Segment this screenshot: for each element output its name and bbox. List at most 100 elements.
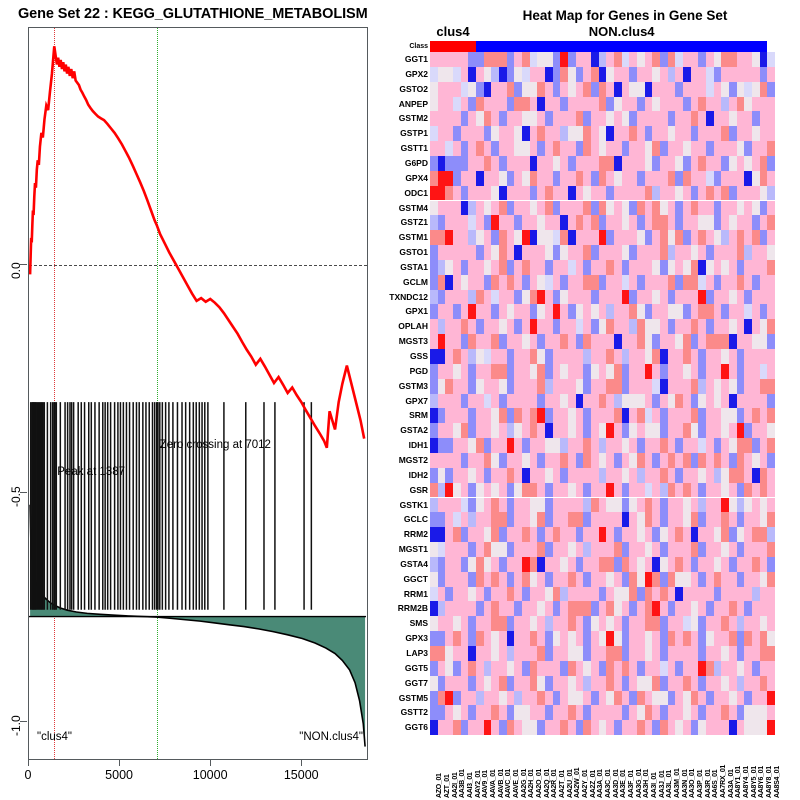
heatmap-cell xyxy=(437,482,446,498)
heatmap-cell xyxy=(690,155,699,171)
heatmap-cell xyxy=(637,349,646,364)
heatmap-cell xyxy=(729,230,738,246)
sample-label: AA8S4_01 xyxy=(773,766,781,798)
heatmap-cell xyxy=(690,467,699,483)
heatmap-cell xyxy=(621,66,630,82)
heatmap-cell xyxy=(729,467,738,483)
heatmap-cell xyxy=(568,423,577,439)
heatmap-cell xyxy=(644,378,653,394)
heatmap-cell xyxy=(468,438,477,453)
heatmap-cell xyxy=(552,705,561,721)
heatmap-cell xyxy=(514,542,523,557)
heatmap-cell xyxy=(729,616,738,632)
heatmap-cell xyxy=(552,66,561,82)
heatmap-cell xyxy=(537,141,546,156)
heatmap-cell xyxy=(683,349,692,364)
heatmap-cell xyxy=(575,81,584,97)
heatmap-cell xyxy=(583,527,592,543)
heatmap-cell xyxy=(483,423,492,439)
heatmap-row xyxy=(430,96,776,112)
heatmap-cell xyxy=(591,660,600,676)
heatmap-cell xyxy=(713,274,722,290)
heatmap-cell xyxy=(660,66,669,82)
heatmap-cell xyxy=(491,155,500,171)
heatmap-cell xyxy=(445,586,454,602)
heatmap-cell xyxy=(744,304,753,320)
sample-label: AA2Z_01 xyxy=(589,770,597,798)
heatmap-cell xyxy=(606,586,615,602)
heatmap-cell xyxy=(575,452,584,468)
heatmap-cell xyxy=(675,408,684,424)
heatmap-cell xyxy=(667,245,676,260)
heatmap-cell xyxy=(445,527,454,543)
heatmap-cell xyxy=(721,497,730,513)
heatmap-cell xyxy=(445,111,454,127)
heatmap-cell xyxy=(744,319,753,335)
heatmap-cell xyxy=(529,646,538,661)
gene-label: GCLC xyxy=(403,514,428,525)
sample-label: AAI3_01 xyxy=(466,772,474,798)
heatmap-cell xyxy=(767,512,776,528)
heatmap-cell xyxy=(568,705,577,721)
heatmap-cell xyxy=(460,408,469,424)
heatmap-cell xyxy=(698,527,707,543)
heatmap-cell xyxy=(430,452,439,468)
heatmap-cell xyxy=(621,556,630,572)
sample-label: AA2Y_01 xyxy=(581,769,589,798)
heatmap-cell xyxy=(652,690,661,706)
heatmap-cell xyxy=(767,170,776,186)
heatmap-cell xyxy=(430,690,439,706)
heatmap-cell xyxy=(606,185,615,201)
heatmap-cell xyxy=(476,452,485,468)
y-tick-mark xyxy=(20,264,27,266)
heatmap-cell xyxy=(713,334,722,349)
heatmap-cell xyxy=(537,66,546,82)
sample-label: AA3C_01 xyxy=(604,769,612,798)
heatmap-cell xyxy=(744,66,753,82)
heatmap-cell xyxy=(752,527,761,543)
heatmap-cell xyxy=(690,378,699,394)
heatmap-cell xyxy=(698,705,707,721)
heatmap-cell xyxy=(736,230,745,246)
gene-label: GSTA2 xyxy=(400,425,428,436)
heatmap-cell xyxy=(621,438,630,453)
heatmap-cell xyxy=(621,170,630,186)
heatmap-cell xyxy=(537,274,546,290)
heatmap-cell xyxy=(453,66,462,82)
heatmap-cell xyxy=(529,705,538,721)
heatmap-cell xyxy=(545,200,554,216)
heatmap-cell xyxy=(675,363,684,379)
heatmap-row xyxy=(430,527,776,543)
heatmap-cell xyxy=(522,393,531,409)
heatmap-cell xyxy=(430,66,439,82)
heatmap-cell xyxy=(675,126,684,142)
heatmap-cell xyxy=(759,423,768,439)
heatmap-cell xyxy=(637,259,646,275)
heatmap-cell xyxy=(675,185,684,201)
heatmap-cell xyxy=(667,527,676,543)
heatmap-cell xyxy=(736,631,745,646)
heatmap-cell xyxy=(514,586,523,602)
heatmap-cell xyxy=(537,185,546,201)
heatmap-cell xyxy=(744,230,753,246)
heatmap-cell xyxy=(759,319,768,335)
heatmap-cell xyxy=(468,482,477,498)
heatmap-cell xyxy=(652,215,661,231)
heatmap-cell xyxy=(667,616,676,632)
heatmap-cell xyxy=(721,408,730,424)
heatmap-cell xyxy=(506,259,515,275)
heatmap-row xyxy=(430,66,776,82)
heatmap-cell xyxy=(499,646,508,661)
heatmap-cell xyxy=(621,423,630,439)
heatmap-cell xyxy=(545,601,554,617)
heatmap-cell xyxy=(552,141,561,156)
heatmap-cell xyxy=(453,467,462,483)
heatmap-cell xyxy=(545,185,554,201)
heatmap-cell xyxy=(476,230,485,246)
heatmap-cell xyxy=(629,571,638,587)
heatmap-cell xyxy=(637,200,646,216)
heatmap-cell xyxy=(606,467,615,483)
heatmap-cell xyxy=(713,675,722,691)
heatmap-cell xyxy=(430,423,439,439)
heatmap-cell xyxy=(522,259,531,275)
